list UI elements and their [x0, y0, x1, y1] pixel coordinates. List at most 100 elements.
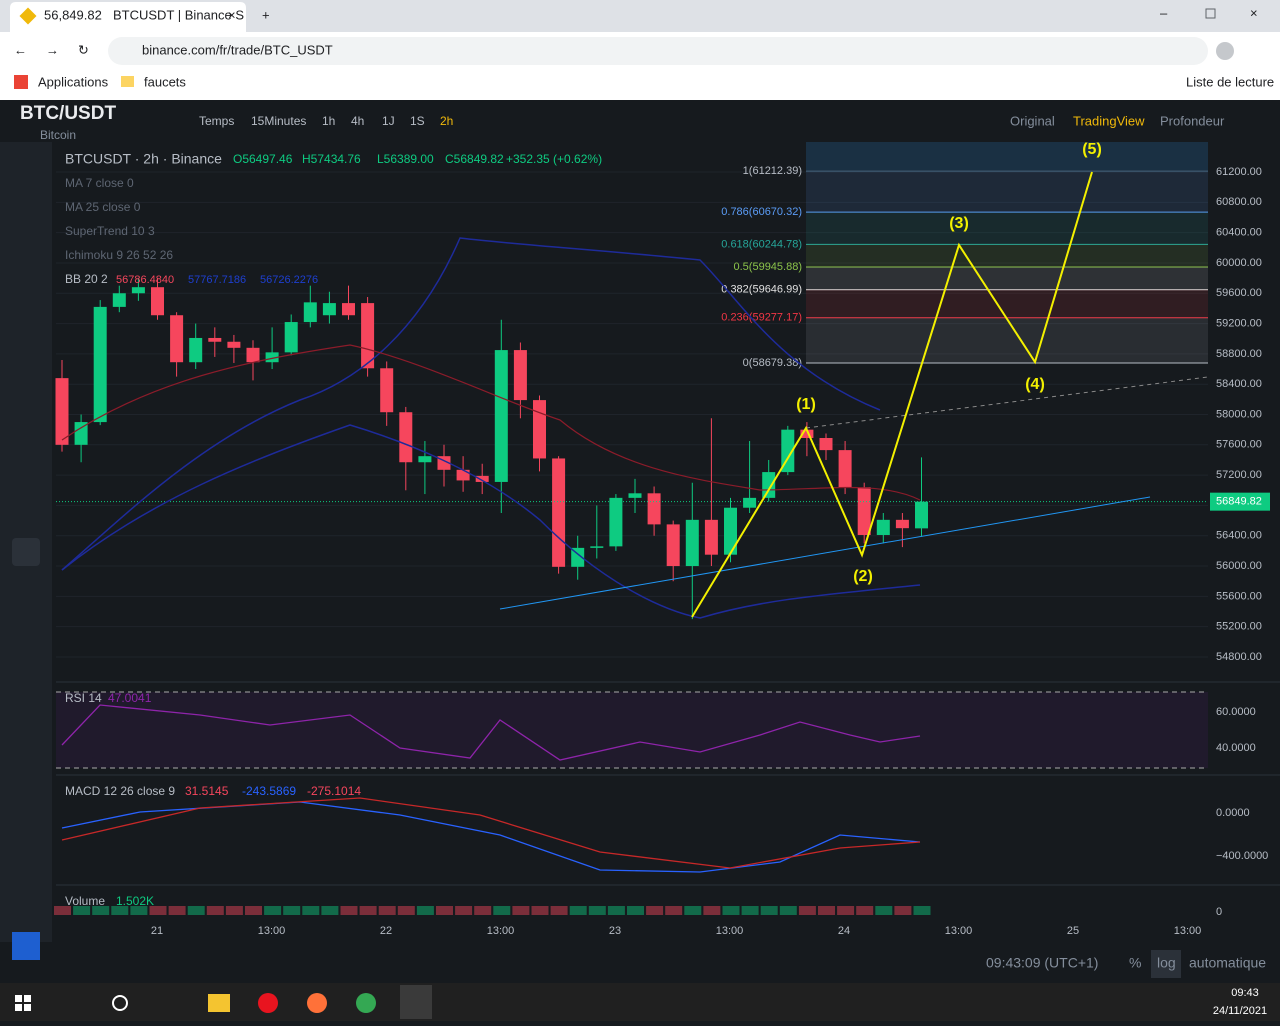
- x-tick-label: 21: [151, 925, 163, 937]
- volume-bar: [646, 906, 664, 915]
- interval[interactable]: 2h: [440, 114, 453, 128]
- y-tick-label: 60800.00: [1216, 196, 1262, 208]
- volume-bar: [894, 906, 912, 915]
- volume-bar: [206, 906, 224, 915]
- macd-line: [61, 801, 921, 873]
- cortana[interactable]: [112, 995, 128, 1011]
- candle-body: [685, 519, 699, 567]
- interval[interactable]: 1J: [382, 114, 395, 128]
- volume-bar: [798, 906, 816, 915]
- y-tick-label: 60000.00: [1216, 257, 1262, 269]
- interval[interactable]: 1S: [410, 114, 425, 128]
- volume-bar: [722, 906, 740, 915]
- indicator[interactable]: SuperTrend 10 3: [65, 224, 155, 238]
- start[interactable]: [15, 995, 22, 1002]
- chrome[interactable]: [356, 993, 376, 1013]
- volume-bar: [436, 906, 453, 915]
- bookmark[interactable]: Applications: [38, 74, 109, 89]
- x-tick-label: 13:00: [1174, 925, 1202, 937]
- interval[interactable]: 4h: [351, 114, 364, 128]
- omnibox[interactable]: [108, 37, 1208, 65]
- active-app[interactable]: [400, 985, 432, 1019]
- view-tab[interactable]: Profondeur: [1160, 113, 1225, 128]
- y-tick-label: 58400.00: [1216, 378, 1262, 390]
- volume-bar: [245, 906, 262, 915]
- volume-bar: [416, 906, 434, 915]
- fib-label: 1(61212.39): [743, 165, 802, 177]
- volume-bar: [302, 906, 320, 915]
- indicator[interactable]: MA 25 close 0: [65, 200, 141, 214]
- reload[interactable]: ↻: [78, 42, 89, 57]
- bookmark[interactable]: faucets: [144, 74, 186, 89]
- candle-body: [647, 493, 661, 525]
- candle-body: [762, 472, 776, 498]
- wave-label: (2): [853, 568, 873, 585]
- volume-bar: [397, 906, 415, 915]
- interval[interactable]: 1h: [322, 114, 335, 128]
- interval[interactable]: 15Minutes: [251, 114, 306, 128]
- volume-bar: [225, 906, 243, 915]
- wave-label: (3): [949, 215, 969, 232]
- reading-list[interactable]: Liste de lecture: [1186, 74, 1274, 89]
- x-tick-label: 13:00: [487, 925, 515, 937]
- indicator[interactable]: Ichimoku 9 26 52 26: [65, 248, 173, 262]
- app-header: [0, 100, 1280, 142]
- scale-mode[interactable]: %: [1129, 955, 1141, 971]
- volume-bar: [455, 906, 473, 915]
- interval[interactable]: Temps: [199, 114, 234, 128]
- candle-body: [456, 469, 470, 481]
- bb-basis: [61, 344, 921, 501]
- x-tick-label: 13:00: [258, 925, 286, 937]
- profile[interactable]: [1216, 42, 1234, 60]
- fib-zone: [806, 212, 1208, 245]
- firefox[interactable]: [307, 993, 327, 1013]
- new-tab[interactable]: +: [262, 7, 270, 22]
- y-tick-label: 59600.00: [1216, 287, 1262, 299]
- back[interactable]: ←: [14, 42, 27, 57]
- x-tick-label: 25: [1067, 925, 1079, 937]
- candle-body: [704, 519, 718, 555]
- scale-mode[interactable]: log: [1157, 955, 1176, 971]
- y-tick-label: 56000.00: [1216, 560, 1262, 572]
- volume-bar: [321, 906, 339, 915]
- minimize[interactable]: –: [1160, 5, 1168, 20]
- volume-bar: [149, 906, 167, 915]
- fib-zone: [806, 267, 1208, 290]
- candle-body: [342, 303, 355, 316]
- rsi-tick: 40.0000: [1216, 742, 1256, 754]
- macd-value: -243.5869: [242, 784, 296, 798]
- candle-body: [666, 524, 680, 567]
- log-active: [1151, 950, 1181, 978]
- volume-label: Volume: [65, 894, 105, 908]
- close-window[interactable]: ×: [1250, 5, 1258, 20]
- view-tab[interactable]: Original: [1010, 113, 1055, 128]
- candle-body: [743, 497, 757, 508]
- forward[interactable]: →: [46, 42, 59, 57]
- fib-zone: [806, 142, 1208, 172]
- indicator[interactable]: MA 7 close 0: [65, 176, 134, 190]
- macd-label: MACD 12 26 close 9: [65, 784, 175, 798]
- last-price-tag: [1210, 492, 1270, 511]
- magnet-tool[interactable]: [12, 538, 40, 566]
- candle-body: [513, 350, 527, 401]
- opera[interactable]: [258, 993, 278, 1013]
- explorer[interactable]: [208, 994, 230, 1012]
- ohlc-label: +352.35 (+0.62%): [506, 152, 602, 166]
- start: [24, 995, 31, 1002]
- favorites[interactable]: [12, 932, 40, 960]
- rsi-label: RSI 14: [65, 691, 102, 705]
- macd-value: -275.1014: [307, 784, 361, 798]
- tab[interactable]: [10, 2, 246, 32]
- fib-label: 0(58679.38): [743, 357, 802, 369]
- tab-close[interactable]: ×: [228, 7, 236, 22]
- candle-body: [590, 546, 604, 548]
- last-price-label: 56849.82: [1216, 496, 1262, 508]
- volume-bar: [493, 906, 511, 915]
- scale-mode[interactable]: automatique: [1189, 955, 1266, 971]
- candle-body: [724, 507, 737, 555]
- restore[interactable]: [1205, 8, 1216, 19]
- candle-body: [819, 437, 833, 451]
- wave-label: (4): [1025, 376, 1045, 393]
- url: binance.com/fr/trade/BTC_USDT: [142, 42, 333, 57]
- view-tab[interactable]: TradingView: [1073, 113, 1145, 128]
